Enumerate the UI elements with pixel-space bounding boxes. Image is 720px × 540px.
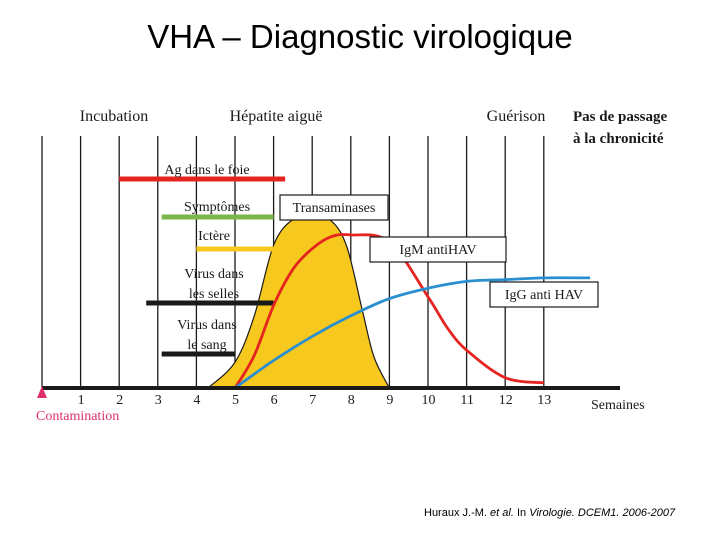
x-tick-label-8: 8 <box>348 393 355 408</box>
chart-labels: Ag dans le foie Symptômes Ictère Virus dans… <box>36 108 668 424</box>
contamination-label: Contamination <box>36 409 119 424</box>
series-label-0: Transaminases <box>293 201 376 216</box>
x-tick-label-1: 1 <box>78 393 85 408</box>
contamination-marker <box>37 386 47 398</box>
series-label-box-0 <box>279 194 389 221</box>
citation-etal: et al. <box>490 507 514 519</box>
x-tick-label-11: 11 <box>460 393 473 408</box>
bar-label-0-0: Ag dans le foie <box>164 163 249 178</box>
x-tick-label-9: 9 <box>386 393 393 408</box>
x-tick-label-3: 3 <box>155 393 162 408</box>
citation-in: In <box>516 507 527 519</box>
x-tick-label-7: 7 <box>309 393 316 408</box>
x-tick-label-2: 2 <box>116 393 123 408</box>
citation-source: Virologie. DCEM1. 2006-2007 <box>529 507 676 519</box>
bar-label-2-0: Ictère <box>198 229 230 244</box>
series-line-2 <box>234 276 591 390</box>
bar-label-3-1: les selles <box>189 287 239 302</box>
slide-title: VHA – Diagnostic virologique <box>147 18 573 55</box>
phase-acute: Hépatite aiguë <box>230 108 323 125</box>
series-label-box-1 <box>369 236 507 263</box>
series-label-1: IgM antiHAV <box>399 243 476 258</box>
phase-incubation: Incubation <box>80 108 148 125</box>
time-axis <box>37 386 620 398</box>
x-axis-label: Semaines <box>591 398 645 413</box>
series-label-box-2 <box>489 281 599 308</box>
antibody-lines <box>233 233 591 390</box>
bar-label-4-1: le sang <box>187 338 226 353</box>
x-tick-label-6: 6 <box>271 393 278 408</box>
x-tick-label-10: 10 <box>422 393 436 408</box>
citation-authors: Huraux J.-M. <box>424 507 487 519</box>
marker-bars <box>119 176 286 357</box>
series-line-1 <box>233 233 544 389</box>
x-tick-label-13: 13 <box>537 393 551 408</box>
phase-chronicity-1: à la chronicité <box>573 131 664 147</box>
x-tick-label-12: 12 <box>499 393 513 408</box>
x-tick-label-5: 5 <box>232 393 239 408</box>
series-label-2: IgG anti HAV <box>505 288 583 303</box>
citation: Huraux J.-M. et al. In Virologie. DCEM1.… <box>424 507 675 519</box>
bar-label-3-0: Virus dans <box>184 267 243 282</box>
bar-label-1-0: Symptômes <box>184 200 250 215</box>
x-tick-label-4: 4 <box>193 393 200 408</box>
phase-chronicity-0: Pas de passage <box>573 109 668 125</box>
bar-label-4-0: Virus dans <box>177 318 236 333</box>
phase-recovery: Guérison <box>487 108 546 125</box>
